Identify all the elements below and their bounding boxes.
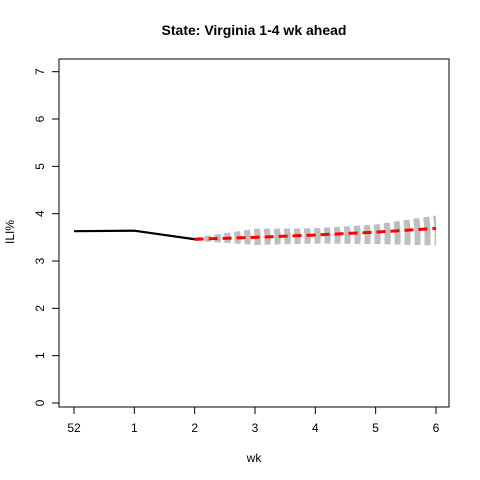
- y-axis-label: ILI%: [3, 220, 17, 244]
- observed-series: [73, 229, 195, 241]
- x-axis-label: wk: [246, 451, 263, 465]
- forecast-mean-line: [194, 226, 437, 241]
- y-tick-label: 1: [33, 352, 47, 359]
- observed-line: [73, 229, 195, 241]
- forecast-mean-series: [194, 226, 437, 241]
- y-tick-label: 6: [33, 115, 47, 122]
- y-tick-label: 5: [33, 163, 47, 170]
- y-tick-label: 2: [33, 305, 47, 312]
- y-tick-label: 3: [33, 257, 47, 264]
- forecast-sample-line: [194, 237, 437, 246]
- y-tick-label: 0: [33, 399, 47, 406]
- forecast-sample-lines: [194, 215, 437, 246]
- y-axis: 0 1 2 3 4 5 6 7: [33, 68, 60, 406]
- x-axis: 52 1 2 3 4 5 6: [67, 406, 440, 435]
- x-tick-label: 5: [372, 421, 379, 435]
- y-tick-label: 4: [33, 210, 47, 217]
- x-tick-label: 3: [252, 421, 259, 435]
- x-tick-label: 1: [131, 421, 138, 435]
- x-tick-label: 6: [433, 421, 440, 435]
- chart-title: State: Virginia 1-4 wk ahead: [162, 22, 347, 38]
- x-tick-label: 52: [67, 421, 81, 435]
- x-tick-label: 4: [312, 421, 319, 435]
- y-tick-label: 7: [33, 68, 47, 75]
- x-tick-label: 2: [191, 421, 198, 435]
